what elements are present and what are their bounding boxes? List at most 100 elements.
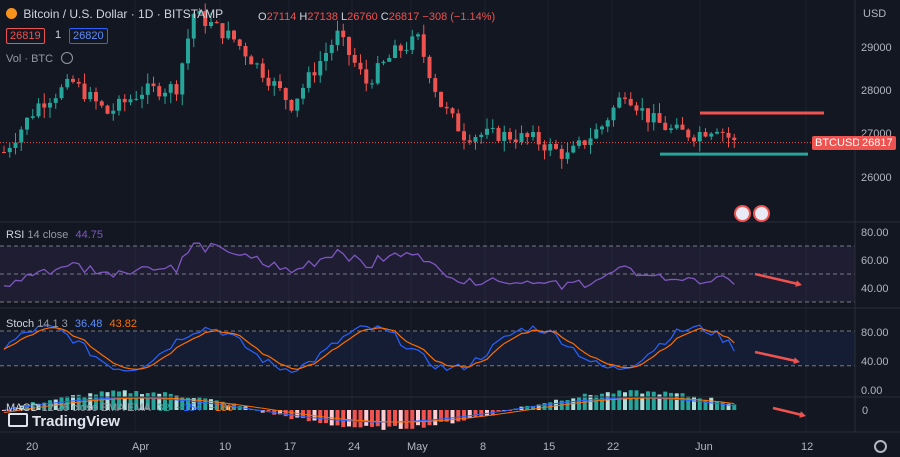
macd-histogram-bar bbox=[456, 410, 461, 422]
candle-body bbox=[168, 84, 173, 93]
settings-gear-icon[interactable] bbox=[874, 440, 887, 453]
volume-legend: Vol · BTC bbox=[6, 52, 74, 65]
macd-pane bbox=[2, 390, 806, 430]
macd-histogram-bar bbox=[105, 392, 110, 410]
candle-body bbox=[381, 61, 386, 64]
tradingview-logo-text: TradingView bbox=[32, 413, 121, 430]
candle-body bbox=[209, 22, 213, 27]
stoch-k-line bbox=[3, 324, 735, 373]
macd-histogram-bar bbox=[191, 398, 196, 410]
macd-histogram-bar bbox=[542, 402, 547, 410]
macd-histogram-bar bbox=[352, 410, 357, 428]
candle-body bbox=[646, 108, 650, 123]
candle-body bbox=[709, 133, 714, 137]
candle-body bbox=[617, 97, 622, 108]
candle-body bbox=[140, 94, 144, 99]
macd-histogram-bar bbox=[605, 392, 610, 410]
candle-body bbox=[462, 131, 466, 141]
macd-histogram-bar bbox=[588, 395, 593, 410]
rsi-pane bbox=[0, 242, 855, 303]
candle-body bbox=[588, 138, 593, 146]
candle-body bbox=[692, 137, 696, 142]
candle-body bbox=[128, 99, 133, 103]
macd-histogram-bar bbox=[266, 410, 271, 412]
macd-histogram-bar bbox=[220, 401, 225, 410]
buy-price-box[interactable]: 26820 bbox=[69, 28, 108, 44]
candle-body bbox=[42, 103, 47, 108]
last-price-badge: 26817 bbox=[859, 136, 896, 150]
macd-histogram-bar bbox=[462, 410, 466, 421]
macd-histogram-bar bbox=[370, 410, 374, 427]
candle-body bbox=[19, 129, 24, 143]
candle-body bbox=[732, 137, 737, 140]
macd-histogram-bar bbox=[2, 410, 6, 411]
candle-body bbox=[433, 78, 438, 92]
candle-body bbox=[358, 62, 363, 70]
candle-body bbox=[203, 11, 208, 27]
macd-histogram-bar bbox=[157, 393, 162, 410]
candle-body bbox=[559, 148, 564, 159]
macd-histogram-bar bbox=[600, 393, 604, 410]
candle-body bbox=[571, 145, 576, 153]
symbol-title[interactable]: Bitcoin / U.S. Dollar · 1D · BITSTAMP bbox=[23, 7, 224, 21]
macd-histogram-bar bbox=[726, 403, 731, 410]
candle-body bbox=[525, 133, 530, 137]
tradingview-logo-icon bbox=[8, 413, 28, 427]
stoch-params: 14 1 3 bbox=[37, 318, 68, 330]
rsi-line bbox=[3, 242, 735, 291]
candle-body bbox=[260, 63, 265, 78]
ohlc-change: −308 (−1.14%) bbox=[422, 11, 496, 23]
candle-body bbox=[249, 56, 254, 65]
candle-body bbox=[473, 137, 478, 142]
macd-histogram-bar bbox=[140, 394, 144, 410]
candle-body bbox=[174, 84, 179, 95]
candle-body bbox=[496, 127, 501, 141]
ohlc-o-label: O bbox=[258, 11, 267, 23]
macd-histogram-bar bbox=[128, 393, 133, 410]
candle-body bbox=[674, 124, 679, 129]
candle-body bbox=[30, 116, 35, 118]
candle-body bbox=[565, 152, 570, 159]
candle-body bbox=[393, 45, 397, 58]
us-flag-event-icon-2[interactable] bbox=[753, 205, 770, 222]
macd-histogram-bar bbox=[577, 397, 581, 410]
candle-body bbox=[490, 127, 495, 129]
time-label-10: 10 bbox=[219, 441, 232, 453]
macd-histogram-bar bbox=[375, 410, 380, 427]
macd-histogram-bar bbox=[640, 393, 645, 410]
time-label-24: 24 bbox=[348, 441, 361, 453]
candle-body bbox=[99, 101, 104, 106]
candle-body bbox=[467, 140, 472, 142]
macd-histogram-bar bbox=[657, 394, 662, 410]
rsi-value: 44.75 bbox=[75, 229, 103, 241]
macd-histogram-bar bbox=[634, 390, 639, 410]
macd-histogram-bar bbox=[450, 410, 455, 424]
ohlc-h: 27138 bbox=[307, 11, 338, 23]
candle-body bbox=[352, 54, 357, 63]
eye-hidden-icon[interactable] bbox=[61, 52, 74, 64]
ohlc-readout: O27114 H27138 L26760 C26817 −308 (−1.14%… bbox=[258, 11, 495, 23]
macd-histogram-bar bbox=[565, 400, 570, 410]
currency-label[interactable]: USD bbox=[863, 8, 887, 20]
candle-body bbox=[508, 131, 512, 140]
sell-price-box[interactable]: 26819 bbox=[6, 28, 45, 44]
stoch-title: Stoch bbox=[6, 318, 35, 330]
candle-body bbox=[53, 98, 58, 103]
macd-histogram-bar bbox=[381, 410, 386, 430]
macd-histogram-bar bbox=[306, 410, 311, 422]
candle-body bbox=[600, 126, 604, 130]
candle-body bbox=[640, 108, 645, 111]
candle-body bbox=[335, 30, 340, 45]
candle-body bbox=[548, 143, 553, 151]
macd-histogram-bar bbox=[174, 395, 179, 410]
candle-body bbox=[301, 87, 305, 99]
candle-body bbox=[25, 117, 29, 130]
candle-body bbox=[186, 38, 190, 64]
macd-histogram-bar bbox=[496, 410, 501, 412]
candle-body bbox=[7, 147, 12, 153]
us-flag-event-icon[interactable] bbox=[734, 205, 751, 222]
tradingview-logo[interactable]: TradingView bbox=[8, 413, 120, 430]
candle-body bbox=[295, 98, 300, 111]
